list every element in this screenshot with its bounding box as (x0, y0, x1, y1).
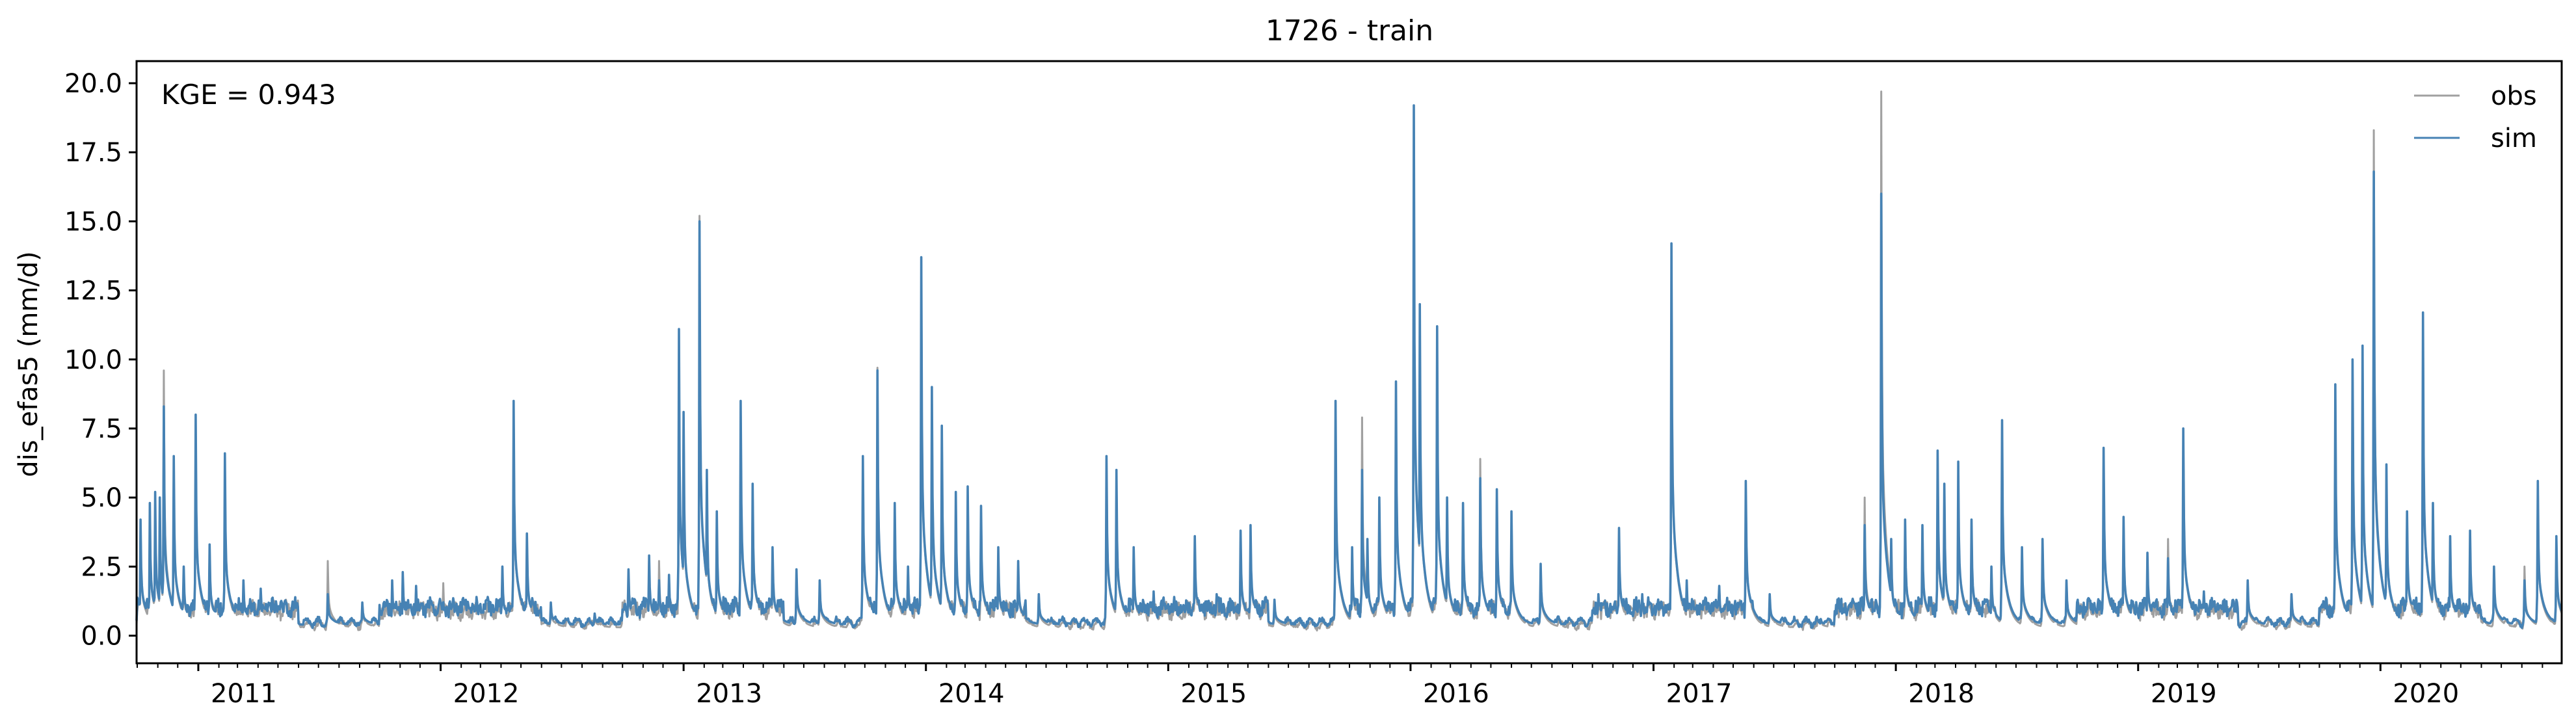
legend-label-sim: sim (2491, 124, 2537, 153)
y-tick-label: 5.0 (81, 483, 122, 513)
y-tick-label: 17.5 (64, 138, 122, 168)
legend: obs sim (2414, 81, 2537, 153)
kge-annotation: KGE = 0.943 (161, 79, 336, 111)
series-line-sim (135, 104, 2563, 629)
y-tick-label: 12.5 (64, 276, 122, 306)
x-tick-label: 2012 (453, 679, 520, 709)
x-tick-label: 2014 (938, 679, 1005, 709)
y-tick-label: 10.0 (64, 345, 122, 375)
legend-label-obs: obs (2491, 81, 2537, 111)
y-tick-label: 2.5 (81, 552, 122, 582)
y-tick-label: 15.0 (64, 207, 122, 237)
series-lines (135, 90, 2563, 632)
y-tick-label: 7.5 (81, 414, 122, 444)
x-tick-label: 2011 (211, 679, 277, 709)
x-tick-label: 2019 (2151, 679, 2217, 709)
y-axis: 0.0 2.5 5.0 7.5 10.0 12.5 15.0 17.5 20.0 (64, 69, 137, 652)
x-axis: 2011 2012 2013 2014 2015 2016 2017 2018 2019 2020 (137, 663, 2543, 709)
x-tick-label: 2016 (1423, 679, 1489, 709)
x-tick-label: 2013 (696, 679, 762, 709)
chart-title: 1726 - train (1266, 14, 1433, 47)
x-tick-label: 2017 (1666, 679, 1733, 709)
y-axis-label: dis_efas5 (mm/d) (14, 251, 44, 477)
x-tick-label: 2018 (1908, 679, 1974, 709)
x-tick-label: 2020 (2393, 679, 2459, 709)
x-tick-label: 2015 (1180, 679, 1247, 709)
y-tick-label: 20.0 (64, 69, 122, 99)
plot-area: 0.02.55.07.510.012.515.017.520.0 2011 201… (64, 60, 2563, 709)
y-tick-label: 0.0 (81, 622, 122, 652)
